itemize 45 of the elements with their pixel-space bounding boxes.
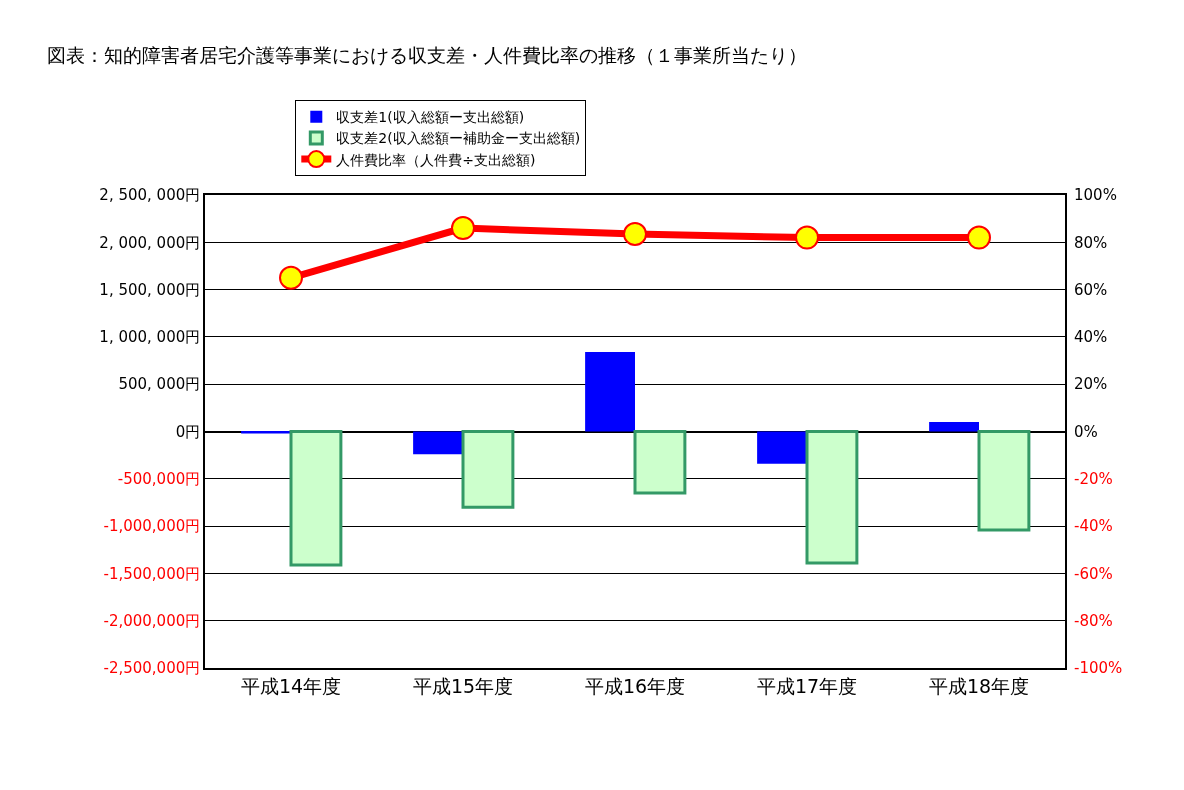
y-tick-label: 500, 000円 bbox=[118, 375, 201, 394]
x-tick-label: 平成17年度 bbox=[756, 674, 858, 697]
y-tick-label: -2,000,000円 bbox=[103, 611, 201, 630]
y2-tick-label: 0% bbox=[1074, 422, 1098, 441]
y-tick-label: 0円 bbox=[175, 422, 201, 441]
y-tick-label: -1,000,000円 bbox=[103, 517, 201, 536]
y-tick-label: -1,500,000円 bbox=[103, 564, 201, 583]
bar bbox=[977, 430, 1031, 532]
y-tick-label: -500,000円 bbox=[117, 470, 201, 489]
y2-tick-label: -40% bbox=[1074, 517, 1113, 536]
y2-tick-label: -20% bbox=[1074, 470, 1113, 489]
y-tick-label: 1, 000, 000円 bbox=[99, 328, 201, 347]
x-tick-label: 平成14年度 bbox=[240, 674, 342, 697]
y2-tick-label: -80% bbox=[1074, 611, 1113, 630]
chart-title: 図表：知的障害者居宅介護等事業における収支差・人件費比率の推移（１事業所当たり） bbox=[47, 43, 808, 66]
legend-label: 収支差1(収入総額ー支出総額) bbox=[336, 109, 525, 126]
x-tick-label: 平成16年度 bbox=[584, 674, 686, 697]
point bbox=[795, 225, 819, 250]
bar bbox=[633, 430, 687, 495]
y2-tick-label: 40% bbox=[1074, 328, 1108, 347]
legend-label: 収支差2(収入総額ー補助金ー支出総額) bbox=[336, 130, 581, 147]
y-tick-label: -2,500,000円 bbox=[103, 659, 201, 678]
bar bbox=[585, 352, 635, 432]
point bbox=[623, 222, 647, 247]
y2-tick-label: 100% bbox=[1074, 186, 1117, 205]
bar bbox=[757, 431, 807, 464]
legend-label: 人件費比率（人件費÷支出総額) bbox=[336, 151, 536, 168]
point bbox=[967, 225, 991, 250]
bar bbox=[413, 431, 463, 455]
y2-tick-label: 80% bbox=[1074, 233, 1108, 252]
x-tick-label: 平成15年度 bbox=[412, 674, 514, 697]
point bbox=[451, 216, 475, 241]
point bbox=[279, 265, 303, 290]
x-tick-label: 平成18年度 bbox=[928, 674, 1030, 697]
y2-tick-label: -100% bbox=[1074, 659, 1123, 678]
bar bbox=[289, 430, 343, 567]
y2-tick-label: 60% bbox=[1074, 280, 1108, 299]
bar bbox=[461, 430, 515, 509]
y-tick-label: 2, 500, 000円 bbox=[99, 186, 201, 205]
y2-tick-label: 20% bbox=[1074, 375, 1108, 394]
y-tick-label: 2, 000, 000円 bbox=[99, 233, 201, 252]
y2-tick-label: -60% bbox=[1074, 564, 1113, 583]
bar bbox=[929, 422, 979, 432]
bar bbox=[805, 430, 859, 565]
y-tick-label: 1, 500, 000円 bbox=[99, 280, 201, 299]
